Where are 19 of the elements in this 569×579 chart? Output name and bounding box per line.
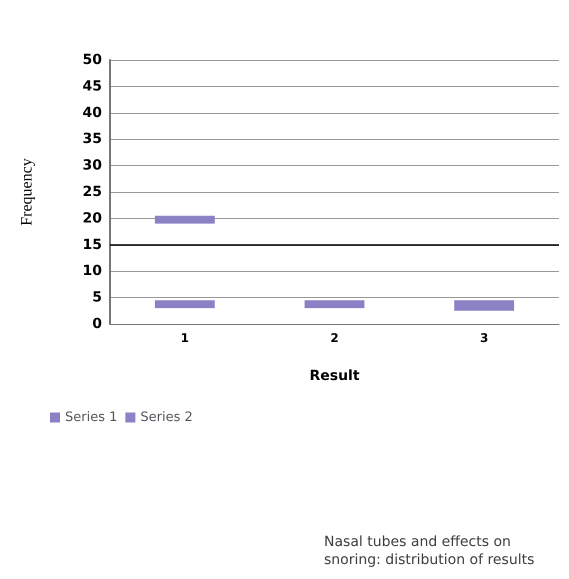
- y-tick-label: 45: [82, 78, 102, 94]
- y-tick-label: 10: [82, 263, 102, 280]
- y-tick-label: 0: [92, 316, 102, 332]
- y-tick-label: 20: [82, 210, 102, 226]
- y-tick-label: 40: [82, 104, 102, 121]
- y-axis-title: Frequency: [18, 158, 36, 226]
- x-tick-label: 1: [180, 331, 190, 345]
- x-axis-title: Result: [309, 368, 360, 384]
- y-tick-label: 15: [82, 236, 102, 253]
- x-tick-label: 3: [480, 331, 488, 345]
- x-tick-label: 2: [330, 331, 339, 345]
- y-tick-label: 5: [92, 290, 102, 306]
- text: Nasal tubes and effects on snoring: distribution of results: [324, 534, 534, 568]
- legend-label: Series 2: [140, 410, 193, 425]
- y-tick-label: 30: [82, 158, 102, 174]
- y-tick-label: 35: [82, 131, 102, 148]
- y-tick-label: 25: [82, 184, 102, 200]
- legend-label: Series 1: [65, 410, 118, 425]
- y-tick-label: 50: [82, 52, 102, 68]
